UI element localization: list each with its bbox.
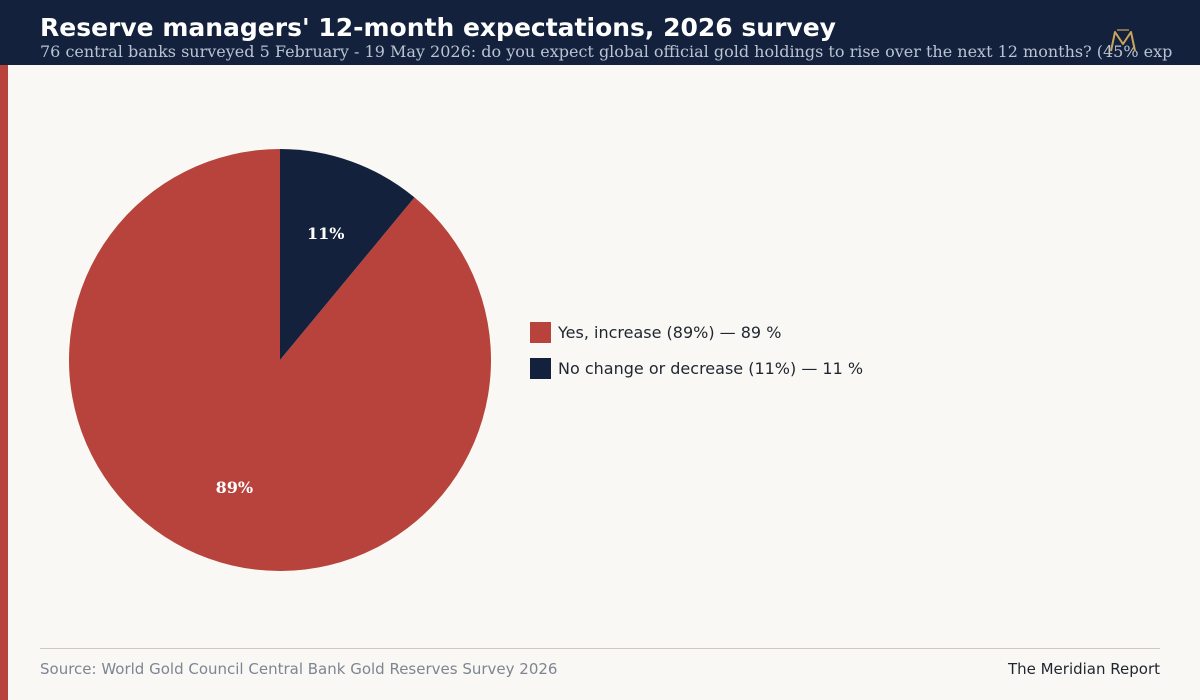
chart-title: Reserve managers' 12-month expectations,… xyxy=(40,13,836,42)
slice-percent-label-1: 11% xyxy=(307,224,344,243)
slice-percent-label-0: 89% xyxy=(216,478,253,497)
legend-swatch-0 xyxy=(530,322,551,343)
source-note: Source: World Gold Council Central Bank … xyxy=(40,660,558,678)
legend-label-1: No change or decrease (11%) — 11 % xyxy=(558,359,863,378)
pie-slice-1 xyxy=(280,149,415,360)
header-bar: Reserve managers' 12-month expectations,… xyxy=(0,0,1200,65)
publication-name: The Meridian Report xyxy=(1007,660,1160,678)
accent-bar xyxy=(0,65,8,700)
pie-chart: 89% 11% Yes, increase (89%) — 89 % No chang… xyxy=(68,149,863,571)
footer-divider xyxy=(40,648,1160,649)
pie-slice-0 xyxy=(68,149,491,571)
chart-subtitle: 76 central banks surveyed 5 February - 1… xyxy=(40,42,1173,61)
meridian-monogram-logo xyxy=(1110,29,1136,52)
legend-label-0: Yes, increase (89%) — 89 % xyxy=(557,323,781,342)
legend-swatch-1 xyxy=(530,358,551,379)
